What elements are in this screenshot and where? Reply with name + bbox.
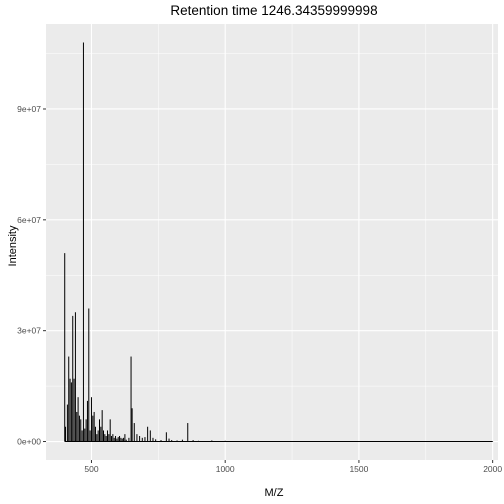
x-axis-title: M/Z [265, 487, 284, 499]
y-axis: 0e+00 3e+07 6e+07 9e+07 [17, 104, 46, 447]
x-tick-label: 2000 [483, 464, 502, 474]
x-tick-label: 1500 [349, 464, 368, 474]
minor-grid [46, 24, 498, 460]
y-tick-label: 0e+00 [17, 437, 41, 447]
x-tick-label: 500 [84, 464, 98, 474]
y-tick-label: 6e+07 [17, 215, 41, 225]
y-tick-label: 3e+07 [17, 326, 41, 336]
x-axis: 500 1000 1500 2000 [84, 460, 502, 474]
chart-title: Retention time 1246.34359999998 [170, 3, 377, 18]
plot-panel [46, 24, 498, 460]
spectrum-series [64, 42, 494, 443]
y-axis-title: Intensity [7, 225, 19, 266]
y-tick-label: 9e+07 [17, 104, 41, 114]
x-tick-label: 1000 [216, 464, 235, 474]
